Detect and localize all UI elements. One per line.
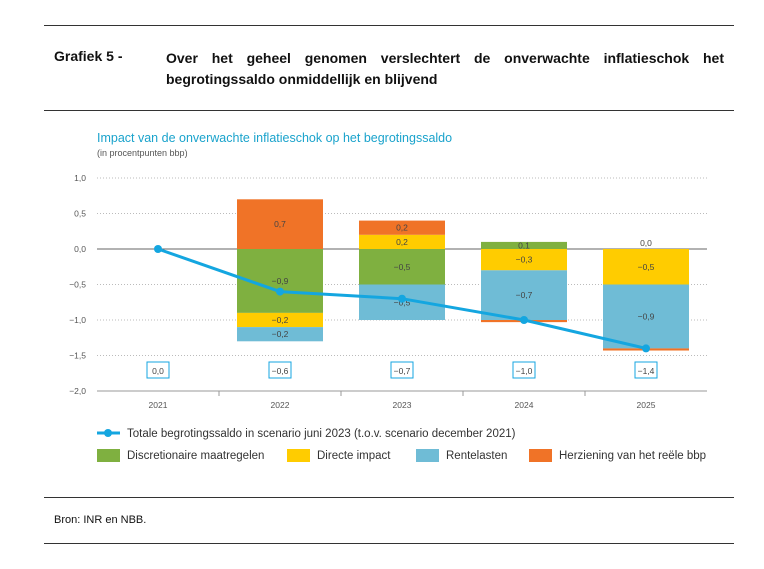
chart-title: Impact van de onverwachte inflatieschok …: [97, 131, 452, 145]
y-tick-label: 0,0: [74, 244, 86, 254]
line-value-box: [146, 361, 170, 379]
line-value-box: [390, 361, 414, 379]
bar-data-label: 0,7: [274, 219, 286, 229]
bar-segment: [237, 327, 323, 342]
divider: [44, 25, 734, 26]
legend-label: Herziening van het reële bbp: [559, 450, 706, 462]
x-tick-label: 2021: [149, 400, 168, 410]
line-point: [520, 316, 528, 324]
y-tick-label: 1,0: [74, 173, 86, 183]
bar-segment: [603, 249, 689, 285]
divider: [44, 543, 734, 544]
y-tick-label: −1,5: [69, 351, 86, 361]
line-value-label: −0,7: [394, 366, 411, 376]
bar-segment: [237, 312, 323, 328]
bar-data-label: −0,9: [638, 311, 655, 321]
line-value-label: −1,4: [638, 366, 655, 376]
x-tick-label: 2024: [515, 400, 534, 410]
bar-data-label: 0,0: [640, 238, 652, 248]
line-point: [276, 287, 284, 296]
y-tick-label: −0,5: [69, 280, 86, 290]
bar-segment: [237, 199, 323, 249]
figure-label: Grafiek 5 -: [54, 48, 123, 64]
y-tick-label: 0,5: [74, 209, 86, 219]
bar-data-label: −0,2: [272, 329, 289, 339]
bar-data-label: −0,2: [272, 315, 289, 325]
bar-data-label: −0,5: [394, 262, 411, 272]
legend-label: Discretionaire maatregelen: [127, 450, 264, 462]
legend-swatch: [97, 449, 120, 462]
line-point: [642, 344, 650, 353]
line-value-label: −0,6: [272, 366, 289, 376]
bar-data-label: −0,5: [638, 262, 655, 272]
bar-segment: [481, 270, 567, 320]
bar-data-label: 0,2: [396, 223, 408, 233]
line-value-box: [512, 361, 536, 379]
line-value-label: −1,0: [516, 366, 533, 376]
y-tick-label: −1,0: [69, 315, 86, 325]
line-value-label: 0,0: [152, 366, 164, 376]
y-tick-label: −2,0: [69, 386, 86, 396]
bar-data-label: −0,9: [272, 276, 289, 286]
bar-segment: [359, 234, 445, 249]
legend-swatch: [287, 449, 310, 462]
legend-label: Rentelasten: [446, 450, 507, 462]
x-tick-label: 2022: [271, 400, 290, 410]
bar-data-label: 0,1: [518, 240, 530, 250]
bar-data-label: −0,3: [516, 255, 533, 265]
source-note: Bron: INR en NBB.: [54, 514, 147, 526]
bar-segment: [481, 249, 567, 271]
bar-data-label: −0,7: [516, 290, 533, 300]
x-tick-label: 2025: [637, 400, 656, 410]
bar-segment: [603, 284, 689, 349]
line-value-box: [634, 361, 658, 379]
divider: [44, 497, 734, 498]
figure-title: Over het geheel genomen verslechtert de …: [166, 50, 724, 87]
bar-segment: [359, 220, 445, 235]
legend-swatch: [416, 449, 439, 462]
divider: [44, 110, 734, 111]
legend-label: Directe impact: [317, 450, 391, 462]
bar-data-label: 0,2: [396, 237, 408, 247]
bar-segment: [359, 249, 445, 285]
x-tick-label: 2023: [393, 400, 412, 410]
legend-swatch: [529, 449, 552, 462]
bar-segment: [481, 241, 567, 249]
chart-subtitle: (in procentpunten bbp): [97, 148, 188, 158]
legend-line-marker: [104, 429, 112, 437]
line-point: [154, 245, 162, 253]
line-point: [398, 294, 406, 303]
legend-label: Totale begrotingssaldo in scenario juni …: [127, 428, 516, 440]
line-value-box: [268, 361, 292, 379]
